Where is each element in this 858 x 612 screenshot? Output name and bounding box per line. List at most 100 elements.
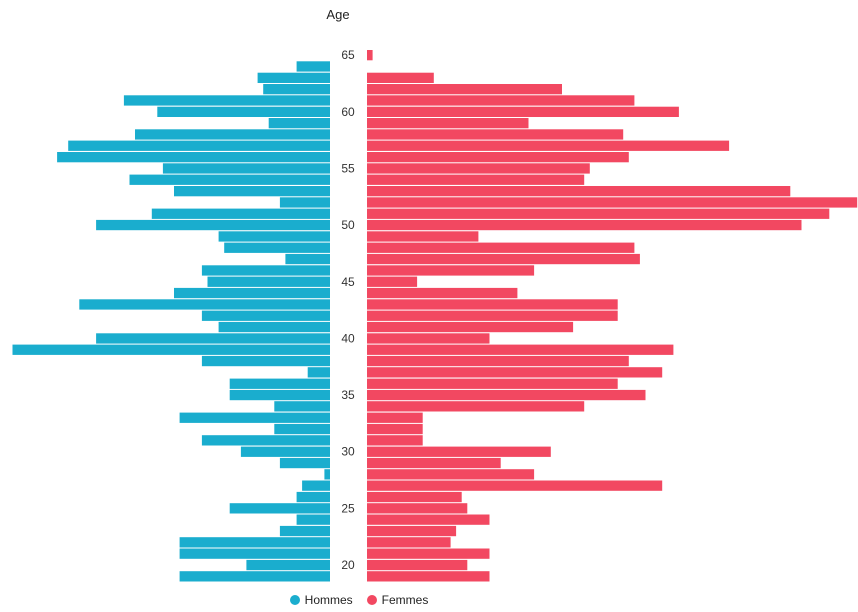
bar-hommes-age-33[interactable] <box>179 412 330 423</box>
bar-femmes-age-22[interactable] <box>367 537 451 548</box>
bar-hommes-age-29[interactable] <box>279 457 330 469</box>
age-tick-labels: 65 60 55 50 45 40 35 30 25 20 <box>341 48 355 572</box>
bar-hommes-age-48[interactable] <box>224 242 330 253</box>
bar-hommes-age-57[interactable] <box>68 140 330 151</box>
bar-hommes-age-63[interactable] <box>257 72 330 83</box>
bar-femmes-age-21[interactable] <box>367 548 490 559</box>
bar-hommes-age-38[interactable] <box>201 355 330 367</box>
bar-hommes-age-23[interactable] <box>279 525 330 537</box>
bar-hommes-age-34[interactable] <box>274 401 330 412</box>
bar-femmes-age-33[interactable] <box>367 412 423 423</box>
bar-femmes-age-41[interactable] <box>367 321 574 333</box>
bar-femmes-age-54[interactable] <box>367 174 585 185</box>
bar-hommes-age-28[interactable] <box>324 469 330 480</box>
bar-hommes-age-51[interactable] <box>151 208 330 219</box>
bar-hommes-age-44[interactable] <box>174 287 330 299</box>
bar-femmes-age-50[interactable] <box>367 219 802 231</box>
bar-femmes-age-48[interactable] <box>367 242 635 253</box>
bar-hommes-age-53[interactable] <box>174 186 330 197</box>
bar-hommes-age-19[interactable] <box>179 571 330 582</box>
bar-femmes-age-56[interactable] <box>367 152 629 163</box>
bar-femmes-age-47[interactable] <box>367 253 640 265</box>
bar-hommes-age-35[interactable] <box>229 389 330 401</box>
bar-femmes-age-39[interactable] <box>367 344 674 355</box>
bar-hommes-age-50[interactable] <box>96 219 330 231</box>
bar-hommes-age-45[interactable] <box>207 276 331 287</box>
bar-hommes-age-21[interactable] <box>179 548 330 559</box>
bar-hommes-age-62[interactable] <box>263 84 330 95</box>
bar-femmes-age-29[interactable] <box>367 457 501 469</box>
bar-femmes-age-40[interactable] <box>367 333 490 344</box>
bar-hommes-age-39[interactable] <box>12 344 331 355</box>
bar-hommes-age-64[interactable] <box>296 61 330 72</box>
bar-femmes-age-51[interactable] <box>367 208 830 219</box>
bar-hommes-age-54[interactable] <box>129 174 331 185</box>
bar-hommes-age-55[interactable] <box>162 163 330 174</box>
bar-hommes-age-22[interactable] <box>179 537 330 548</box>
bar-hommes-age-31[interactable] <box>201 435 330 446</box>
bar-hommes-age-24[interactable] <box>296 514 330 525</box>
bar-femmes-age-58[interactable] <box>367 129 624 140</box>
bar-hommes-age-32[interactable] <box>274 423 330 435</box>
bar-femmes-age-60[interactable] <box>367 106 679 117</box>
age-tick-60: 60 <box>341 105 355 119</box>
bar-femmes-age-63[interactable] <box>367 72 434 83</box>
bar-hommes-age-40[interactable] <box>96 333 330 344</box>
bar-femmes-age-57[interactable] <box>367 140 730 151</box>
bar-femmes-age-62[interactable] <box>367 84 562 95</box>
bar-femmes-age-20[interactable] <box>367 559 468 571</box>
bar-hommes-age-20[interactable] <box>246 559 330 571</box>
bar-femmes-age-46[interactable] <box>367 265 535 276</box>
bar-hommes-age-56[interactable] <box>57 152 330 163</box>
bar-hommes-age-27[interactable] <box>302 480 330 491</box>
bar-femmes-age-36[interactable] <box>367 378 618 389</box>
bar-hommes-age-30[interactable] <box>240 446 330 457</box>
age-tick-55: 55 <box>341 162 355 176</box>
bar-hommes-age-58[interactable] <box>135 129 330 140</box>
legend-item-hommes[interactable]: Hommes <box>289 593 353 607</box>
bar-femmes-age-37[interactable] <box>367 367 663 378</box>
bar-femmes-age-42[interactable] <box>367 310 618 321</box>
bar-femmes-age-52[interactable] <box>367 197 858 208</box>
bar-hommes-age-46[interactable] <box>201 265 330 276</box>
bar-femmes-age-35[interactable] <box>367 389 646 401</box>
age-tick-40: 40 <box>341 331 355 345</box>
bar-femmes-age-19[interactable] <box>367 571 490 582</box>
bar-femmes-age-44[interactable] <box>367 287 518 299</box>
bar-femmes-age-55[interactable] <box>367 163 590 174</box>
bar-femmes-age-25[interactable] <box>367 503 468 514</box>
bar-hommes-age-26[interactable] <box>296 491 330 503</box>
bar-hommes-age-42[interactable] <box>201 310 330 321</box>
bar-hommes-age-41[interactable] <box>218 321 330 333</box>
bar-hommes-age-37[interactable] <box>307 367 330 378</box>
bar-hommes-age-61[interactable] <box>123 95 331 106</box>
bar-femmes-age-31[interactable] <box>367 435 423 446</box>
bar-hommes-age-36[interactable] <box>229 378 330 389</box>
bar-femmes-age-34[interactable] <box>367 401 585 412</box>
bar-femmes-age-32[interactable] <box>367 423 423 435</box>
bar-femmes-age-28[interactable] <box>367 469 535 480</box>
bar-femmes-age-61[interactable] <box>367 95 635 106</box>
bar-hommes-age-25[interactable] <box>229 503 330 514</box>
bar-femmes-age-53[interactable] <box>367 186 791 197</box>
bar-femmes-age-30[interactable] <box>367 446 551 457</box>
age-tick-20: 20 <box>341 558 355 572</box>
bar-femmes-age-26[interactable] <box>367 491 462 503</box>
legend-item-femmes[interactable]: Femmes <box>366 593 428 607</box>
bar-femmes-age-45[interactable] <box>367 276 418 287</box>
bar-femmes-age-24[interactable] <box>367 514 490 525</box>
bar-hommes-age-60[interactable] <box>157 106 330 117</box>
bar-hommes-age-47[interactable] <box>285 253 330 265</box>
bar-femmes-age-59[interactable] <box>367 118 529 129</box>
bar-femmes-age-23[interactable] <box>367 525 457 537</box>
bar-femmes-age-65[interactable] <box>367 50 373 61</box>
bar-hommes-age-59[interactable] <box>268 118 330 129</box>
bar-hommes-age-52[interactable] <box>279 197 330 208</box>
bar-femmes-age-49[interactable] <box>367 231 479 242</box>
bar-hommes-age-49[interactable] <box>218 231 330 242</box>
bar-hommes-age-43[interactable] <box>79 299 330 310</box>
bar-femmes-age-27[interactable] <box>367 480 663 491</box>
bar-femmes-age-38[interactable] <box>367 355 629 367</box>
age-tick-45: 45 <box>341 275 355 289</box>
bar-femmes-age-43[interactable] <box>367 299 618 310</box>
